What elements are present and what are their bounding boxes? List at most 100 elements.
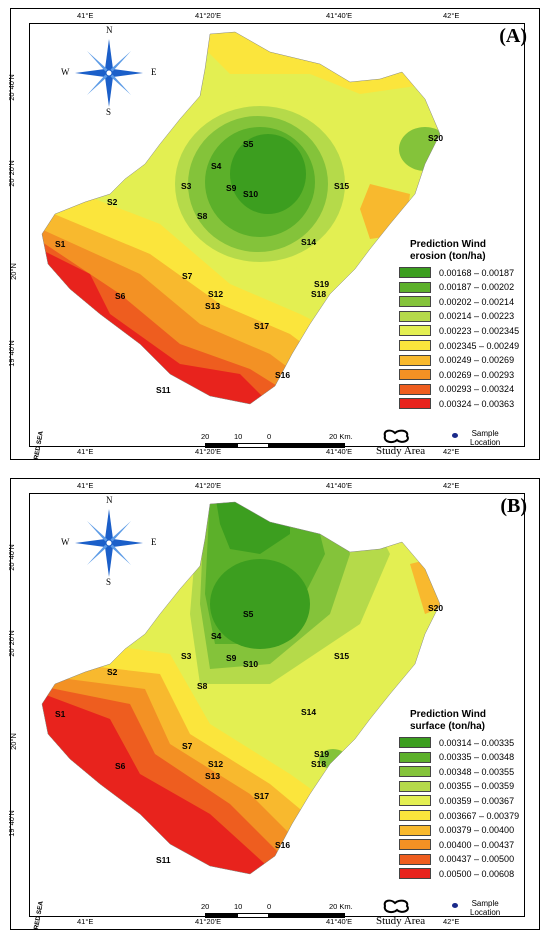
lon-tick: 41°E <box>77 481 94 490</box>
sample-location-icon <box>452 433 458 438</box>
lat-tick: 20°N <box>8 263 18 280</box>
legend-range-label: 0.00293 – 0.00324 <box>439 384 515 395</box>
study-area-label: Study Area <box>376 915 426 927</box>
site-label: S4 <box>211 161 222 171</box>
site-label: S16 <box>275 370 291 380</box>
scale-bar <box>205 913 345 919</box>
site-label: S18 <box>311 759 327 769</box>
scale-label: 10 <box>234 902 243 911</box>
site-label: S7 <box>182 741 193 751</box>
legend-swatch <box>399 839 431 851</box>
legend-range-label: 0.00223 – 0.002345 <box>439 325 520 336</box>
compass-s-label: S <box>106 107 112 117</box>
legend-item: 0.00348 – 0.00355 <box>399 766 515 778</box>
site-label: S20 <box>428 133 444 143</box>
legend-range-label: 0.00500 – 0.00608 <box>439 868 515 879</box>
legend-range-label: 0.00359 – 0.00367 <box>439 795 515 806</box>
site-label: S10 <box>243 189 259 199</box>
lat-tick: 19°40'N <box>6 810 16 837</box>
legend-range-label: 0.00437 – 0.00500 <box>439 854 515 865</box>
lon-tick: 41°20'E <box>195 481 222 490</box>
scale-label: 0 <box>267 902 272 911</box>
site-label: S3 <box>181 651 192 661</box>
study-area-label: Study Area <box>376 445 426 457</box>
lat-tick: 20°20'N <box>6 630 16 657</box>
legend-range-label: 0.00348 – 0.00355 <box>439 766 515 777</box>
legend-swatch <box>399 853 431 865</box>
legend-item: 0.00249 – 0.00269 <box>399 354 514 366</box>
legend-range-label: 0.00355 – 0.00359 <box>439 781 515 792</box>
study-area-icon <box>381 897 413 915</box>
legend-range-label: 0.00335 – 0.00348 <box>439 752 515 763</box>
compass-n-label: N <box>106 25 113 35</box>
legend-swatch <box>399 795 431 807</box>
legend-swatch <box>399 737 431 748</box>
legend-item: 0.00223 – 0.002345 <box>399 325 520 337</box>
site-label: S19 <box>314 279 330 289</box>
site-label: S10 <box>243 659 259 669</box>
legend-range-label: 0.00400 – 0.00437 <box>439 839 515 850</box>
lat-tick: 20°N <box>8 733 18 750</box>
lon-tick: 41°40'E <box>326 917 353 926</box>
legend-range-label: 0.00324 – 0.00363 <box>439 398 515 409</box>
legend-swatch <box>399 310 431 322</box>
site-label: S2 <box>107 197 118 207</box>
lon-tick: 42°E <box>443 11 460 20</box>
legend-swatch <box>399 354 431 366</box>
site-label: S2 <box>107 667 118 677</box>
legend-item: 0.00314 – 0.00335 <box>399 737 514 748</box>
wind-erosion-map <box>41 31 441 405</box>
legend-swatch <box>399 325 431 337</box>
compass-w-label: W <box>61 67 70 77</box>
lon-tick: 41°40'E <box>326 447 353 456</box>
site-label: S20 <box>428 603 444 613</box>
lon-tick: 42°E <box>443 447 460 456</box>
scale-label: 20 Km. <box>329 902 353 911</box>
legend-item: 0.00500 – 0.00608 <box>399 868 515 880</box>
map-panel-b: 41°E 41°20'E 41°40'E 42°E 41°E 41°20'E 4… <box>6 478 540 930</box>
compass-s-label: S <box>106 577 112 587</box>
legend-item: 0.002345 – 0.00249 <box>399 340 519 351</box>
lat-tick: 19°40'N <box>6 340 16 367</box>
lon-tick: 41°40'E <box>326 11 353 20</box>
compass-e-label: E <box>151 537 157 547</box>
site-label: S16 <box>275 840 291 850</box>
legend-swatch <box>399 340 431 351</box>
legend-item: 0.00324 – 0.00363 <box>399 398 515 410</box>
site-label: S1 <box>55 709 66 719</box>
lon-tick: 41°20'E <box>195 11 222 20</box>
site-label: S8 <box>197 211 208 221</box>
site-label: S14 <box>301 707 317 717</box>
lat-tick: 20°40'N <box>6 74 16 101</box>
legend-swatch <box>399 369 431 381</box>
compass-rose-icon: N S E W <box>61 495 157 587</box>
lat-tick: 20°20'N <box>6 160 16 187</box>
legend-swatch <box>399 810 431 821</box>
legend-swatch <box>399 383 431 395</box>
compass-e-label: E <box>151 67 157 77</box>
legend-item: 0.00359 – 0.00367 <box>399 795 515 807</box>
site-label: S6 <box>115 761 126 771</box>
scale-bar <box>205 443 345 449</box>
legend-range-label: 0.00314 – 0.00335 <box>439 737 515 748</box>
legend-title: Prediction Wind erosion (ton/ha) <box>410 239 487 262</box>
study-area-icon <box>381 427 413 445</box>
lon-tick: 42°E <box>443 917 460 926</box>
map-panel-a: 41°E 41°20'E 41°40'E 42°E 41°E 41°20'E 4… <box>6 8 540 460</box>
legend-item: 0.00379 – 0.00400 <box>399 824 514 836</box>
lon-tick: 41°20'E <box>195 917 222 926</box>
legend-range-label: 0.00168 – 0.00187 <box>439 267 515 278</box>
legend-range-label: 0.00269 – 0.00293 <box>439 369 515 380</box>
legend-range-label: 0.00202 – 0.00214 <box>439 296 515 307</box>
compass-n-label: N <box>106 495 113 505</box>
legend-item: 0.00400 – 0.00437 <box>399 839 515 851</box>
site-label: S5 <box>243 609 254 619</box>
map-frame <box>29 23 525 447</box>
legend-swatch <box>399 267 431 278</box>
legend-item: 0.00187 – 0.00202 <box>399 281 514 293</box>
panel-label: (B) <box>500 495 527 517</box>
compass-rose-icon: N S E W <box>61 25 157 117</box>
lat-tick: 20°40'N <box>6 544 16 571</box>
scale-label: 0 <box>267 432 272 441</box>
site-label: S11 <box>156 385 171 395</box>
